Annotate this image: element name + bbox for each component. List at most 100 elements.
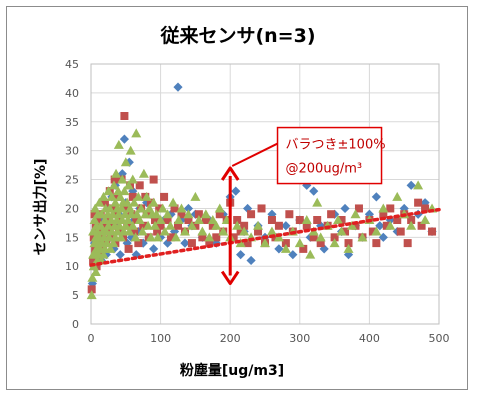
square-point [344, 239, 353, 248]
diamond-point [87, 278, 97, 289]
square-point [379, 210, 388, 219]
square-point [163, 216, 172, 224]
y-axis-label: センサ出力[%] [32, 159, 49, 256]
square-point [396, 227, 405, 236]
triangle-point [152, 232, 163, 242]
square-point [153, 227, 162, 236]
square-point [139, 221, 148, 230]
triangle-point [103, 186, 114, 196]
triangle-point [106, 191, 117, 201]
square-point [132, 216, 141, 224]
square-point [407, 216, 416, 224]
triangle-point [260, 238, 270, 248]
triangle-point [94, 197, 105, 207]
triangle-point [159, 226, 170, 236]
diamond-point [385, 215, 395, 225]
square-point [187, 239, 196, 248]
square-point [93, 216, 102, 224]
scatter-chart: 従来センサ(n=3) 0 5 10 15 20 25 30 35 40 45 0 100 200 300… [32, 24, 450, 379]
y-tick-label: 45 [65, 58, 79, 71]
triangle-point [343, 243, 354, 253]
diamond-point [236, 250, 246, 260]
triangle-point [155, 215, 166, 224]
square-point [100, 198, 109, 207]
chart-frame: 従来センサ(n=3) 0 5 10 15 20 25 30 35 40 45 0 100 200 300… [6, 6, 468, 390]
triangle-point [170, 232, 181, 242]
square-point [421, 204, 430, 213]
square-point [267, 216, 276, 224]
diamond-point [364, 209, 374, 219]
annotation-line-2: @200ug/m³ [286, 162, 363, 177]
diamond-point [375, 221, 385, 231]
triangle-point [315, 232, 326, 242]
square-point [316, 239, 325, 248]
diamond-point [281, 221, 291, 231]
triangle-point [232, 220, 243, 230]
square-point [128, 192, 137, 201]
square-point [146, 198, 155, 207]
triangle-point [378, 203, 389, 213]
triangle-point [124, 226, 135, 236]
triangle-point [131, 128, 142, 138]
triangle-point [266, 226, 277, 236]
triangle-point [134, 215, 145, 224]
chart-title: 従来センサ(n=3) [159, 24, 315, 47]
triangle-point [305, 249, 316, 259]
diamond-point [149, 244, 159, 254]
y-tick-label: 15 [65, 231, 79, 244]
triangle-point [329, 238, 340, 248]
x-tick-label: 400 [359, 332, 380, 345]
square-point [90, 210, 99, 219]
diamond-point [319, 244, 329, 254]
diamond-point [180, 238, 190, 248]
plot-area [90, 63, 440, 325]
square-point [341, 227, 350, 236]
triangle-point [151, 209, 162, 219]
y-tick-label: 35 [65, 116, 79, 129]
square-point [309, 233, 318, 242]
triangle-point [108, 238, 119, 248]
triangle-point [122, 215, 133, 224]
triangle-point [165, 220, 176, 230]
square-point [327, 210, 336, 219]
diamond-point [115, 250, 125, 260]
diamond-point [231, 186, 241, 196]
triangle-point [392, 191, 403, 201]
diamond-point [173, 82, 183, 92]
square-point [368, 227, 377, 236]
triangle-point [117, 174, 128, 184]
triangle-point [371, 226, 382, 236]
square-point [351, 221, 360, 230]
triangle-point [357, 232, 368, 242]
square-point [184, 216, 193, 224]
triangle-point [141, 191, 152, 201]
triangle-point [123, 180, 134, 190]
triangle-point [347, 220, 357, 230]
square-point [247, 210, 256, 219]
y-tick-label: 30 [65, 145, 79, 158]
triangle-point [312, 197, 323, 207]
square-point [299, 244, 308, 253]
square-point [274, 221, 283, 230]
triangle-point [127, 174, 138, 184]
triangle-point [179, 226, 190, 236]
diamond-point [309, 186, 319, 196]
triangle-point [124, 203, 135, 213]
triangle-point [87, 272, 98, 282]
diamond-point [288, 250, 298, 260]
square-point [295, 216, 304, 224]
square-point [337, 216, 346, 224]
y-tick-label: 25 [65, 174, 79, 187]
y-tick-label: 20 [65, 202, 79, 215]
square-point [151, 216, 160, 224]
square-point [417, 221, 426, 230]
square-point [156, 221, 165, 230]
variation-arrow [220, 166, 240, 286]
triangle-point [119, 186, 130, 196]
square-point [170, 204, 179, 213]
diamond-point [274, 244, 284, 254]
triangle-point [138, 168, 149, 178]
square-point [372, 239, 381, 248]
triangle-point [133, 191, 144, 201]
x-tick-label: 0 [88, 332, 95, 345]
